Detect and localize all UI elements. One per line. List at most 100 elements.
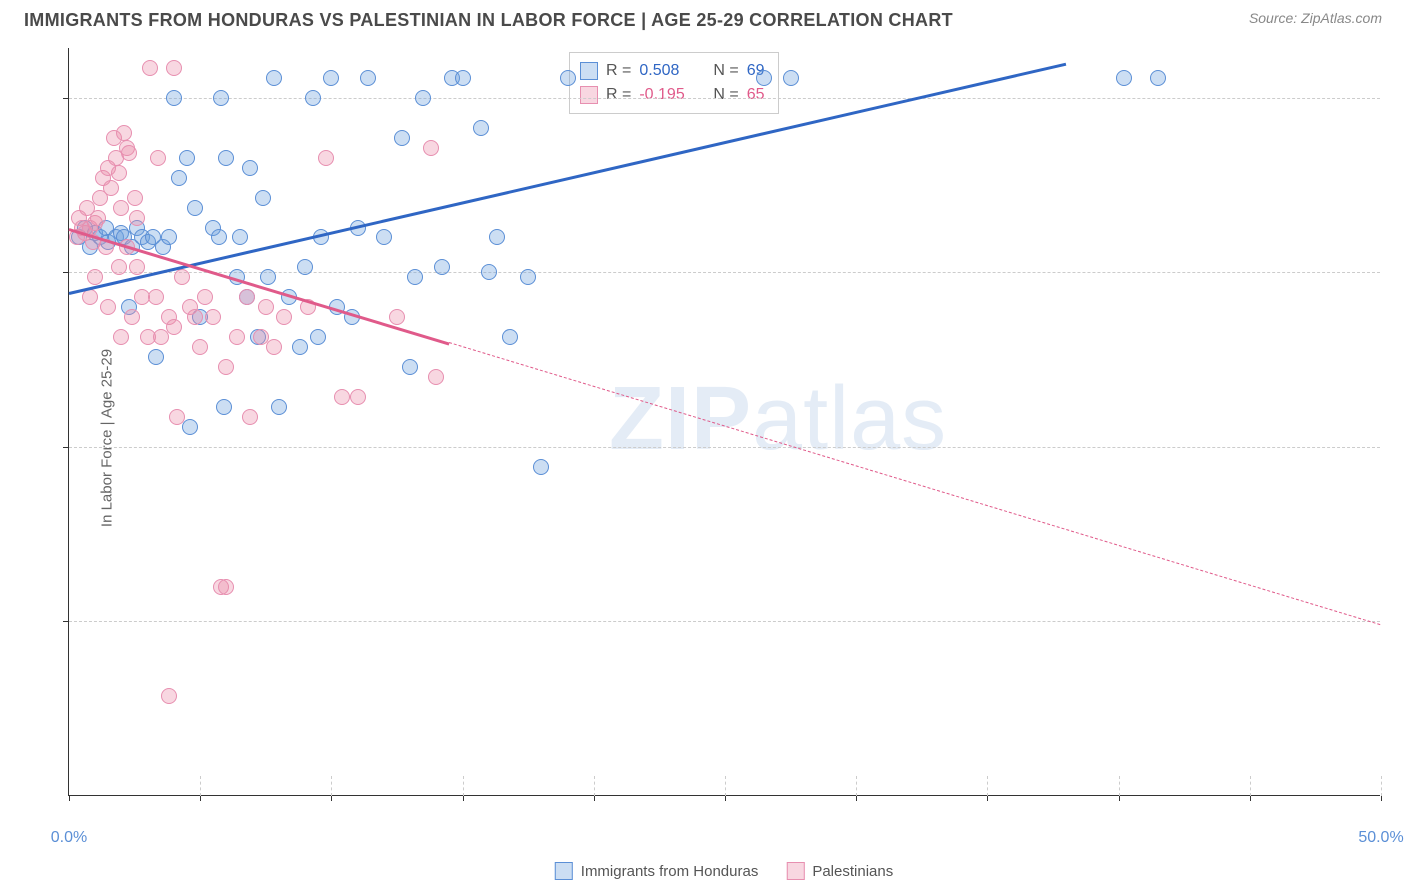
data-point (111, 165, 127, 181)
data-point (402, 359, 418, 375)
data-point (216, 399, 232, 415)
data-point (150, 150, 166, 166)
data-point (218, 359, 234, 375)
data-point (297, 259, 313, 275)
trend-line (69, 228, 450, 346)
plot-region: ZIPatlas R =0.508N =69R =-0.195N =65 47.… (68, 48, 1380, 796)
data-point (428, 369, 444, 385)
data-point (1150, 70, 1166, 86)
data-point (266, 339, 282, 355)
gridline (200, 776, 201, 796)
gridline (987, 776, 988, 796)
data-point (318, 150, 334, 166)
ytick-label: 65.0% (1386, 438, 1406, 456)
data-point (783, 70, 799, 86)
xtick-label: 0.0% (51, 829, 87, 847)
data-point (533, 459, 549, 475)
r-value: -0.195 (639, 83, 697, 107)
n-label: N = (713, 59, 738, 83)
data-point (90, 210, 106, 226)
trend-line (449, 342, 1381, 625)
data-point (142, 60, 158, 76)
data-point (82, 289, 98, 305)
data-point (292, 339, 308, 355)
data-point (174, 269, 190, 285)
gridline (69, 98, 1380, 99)
data-point (182, 419, 198, 435)
data-point (166, 90, 182, 106)
data-point (205, 309, 221, 325)
data-point (87, 269, 103, 285)
data-point (124, 309, 140, 325)
legend-row: R =0.508N =69 (580, 59, 764, 83)
data-point (239, 289, 255, 305)
data-point (116, 125, 132, 141)
gridline (1119, 776, 1120, 796)
data-point (197, 289, 213, 305)
data-point (360, 70, 376, 86)
gridline (1250, 776, 1251, 796)
data-point (271, 399, 287, 415)
ytick-label: 82.5% (1386, 263, 1406, 281)
data-point (171, 170, 187, 186)
data-point (127, 190, 143, 206)
r-label: R = (606, 59, 631, 83)
data-point (192, 339, 208, 355)
watermark: ZIPatlas (609, 368, 947, 471)
data-point (1116, 70, 1132, 86)
data-point (121, 145, 137, 161)
data-point (260, 269, 276, 285)
data-point (129, 210, 145, 226)
gridline (1381, 776, 1382, 796)
correlation-legend: R =0.508N =69R =-0.195N =65 (569, 52, 779, 114)
data-point (756, 70, 772, 86)
data-point (179, 150, 195, 166)
legend-row: R = -0.195 N = 65 (580, 83, 764, 107)
n-label: N = (713, 83, 738, 107)
data-point (218, 579, 234, 595)
data-point (520, 269, 536, 285)
data-point (415, 90, 431, 106)
gridline (69, 447, 1380, 448)
data-point (334, 389, 350, 405)
data-point (148, 349, 164, 365)
data-point (242, 160, 258, 176)
n-value: 65 (747, 83, 765, 107)
swatch-icon (580, 62, 598, 80)
gridline (69, 621, 1380, 622)
data-point (310, 329, 326, 345)
r-value: 0.508 (639, 59, 697, 83)
data-point (213, 90, 229, 106)
chart-title: IMMIGRANTS FROM HONDURAS VS PALESTINIAN … (24, 10, 953, 31)
data-point (502, 329, 518, 345)
data-point (166, 60, 182, 76)
swatch-icon (786, 862, 804, 880)
data-point (229, 329, 245, 345)
data-point (211, 229, 227, 245)
data-point (376, 229, 392, 245)
swatch-icon (555, 862, 573, 880)
data-point (187, 309, 203, 325)
data-point (350, 389, 366, 405)
legend-item-honduras: Immigrants from Honduras (555, 862, 759, 880)
data-point (473, 120, 489, 136)
data-point (148, 289, 164, 305)
data-point (276, 309, 292, 325)
chart-area: In Labor Force | Age 25-29 ZIPatlas R =0… (40, 48, 1380, 828)
data-point (161, 688, 177, 704)
source-attribution: Source: ZipAtlas.com (1249, 10, 1382, 26)
r-label: R = (606, 83, 631, 107)
ytick-mark (63, 447, 69, 448)
ytick-label: 47.5% (1386, 612, 1406, 630)
data-point (394, 130, 410, 146)
data-point (218, 150, 234, 166)
data-point (169, 409, 185, 425)
data-point (129, 259, 145, 275)
series-legend: Immigrants from Honduras Palestinians (555, 862, 893, 880)
xtick-label: 50.0% (1358, 829, 1403, 847)
data-point (161, 229, 177, 245)
legend-label: Immigrants from Honduras (581, 863, 759, 880)
ytick-mark (63, 272, 69, 273)
data-point (455, 70, 471, 86)
gridline (594, 776, 595, 796)
